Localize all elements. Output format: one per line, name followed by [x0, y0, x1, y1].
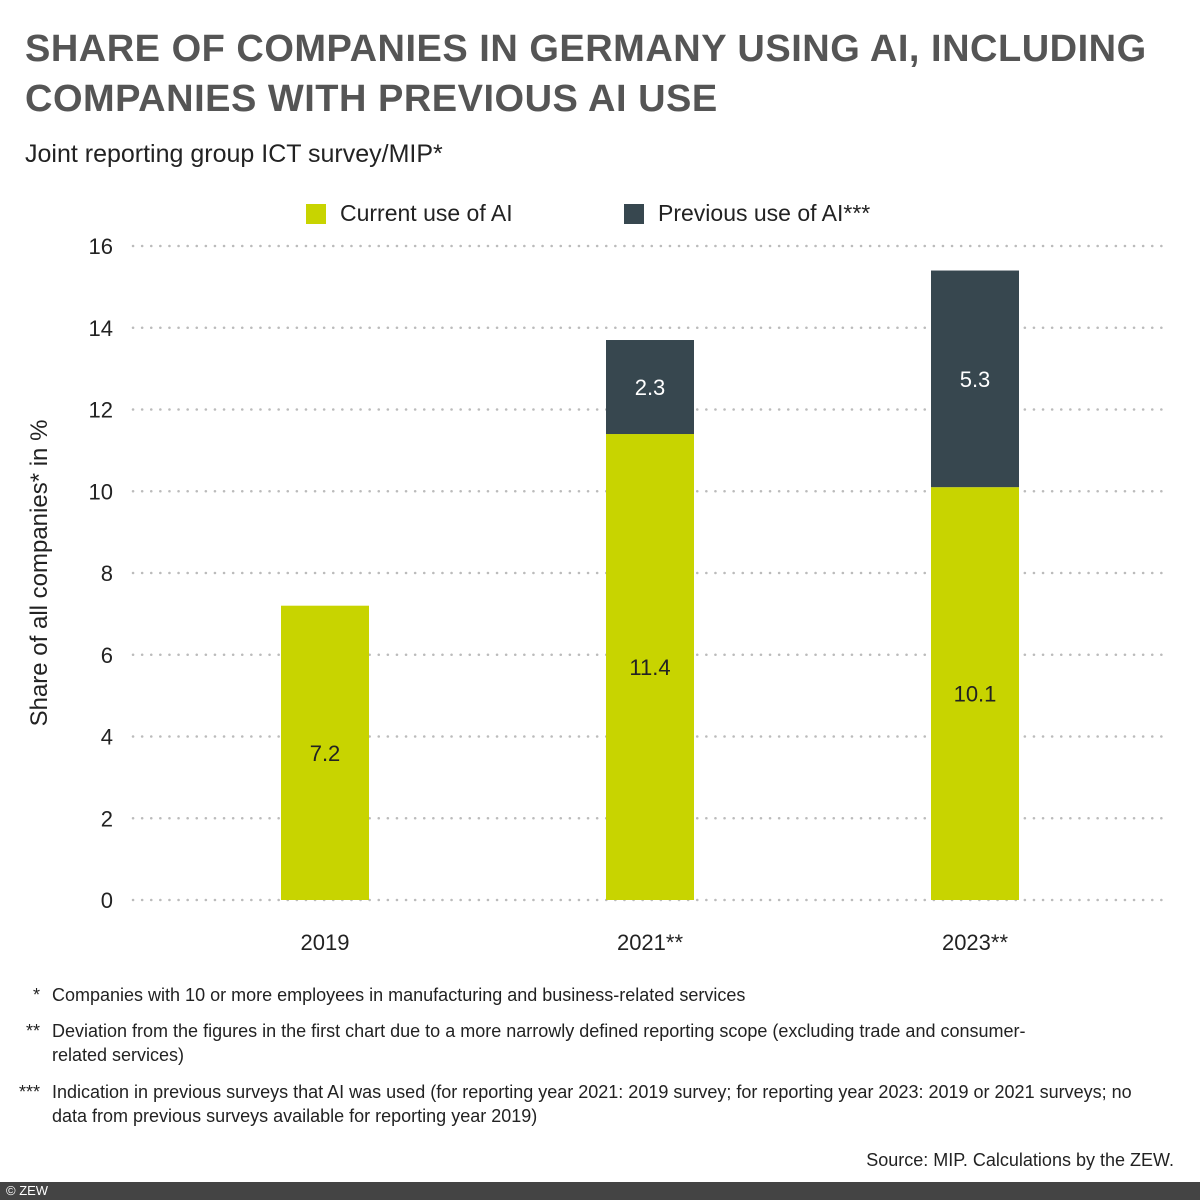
footnote-text: Indication in previous surveys that AI w… — [52, 1082, 1132, 1126]
legend-item-previous: Previous use of AI*** — [624, 200, 870, 227]
data-label: 2.3 — [635, 375, 666, 400]
y-tick-label: 2 — [101, 806, 113, 831]
bar-current — [281, 605, 369, 900]
bar-current — [606, 434, 694, 900]
y-tick-label: 12 — [89, 398, 113, 423]
footnote-marker: *** — [18, 1082, 40, 1102]
footnote-text: Deviation from the figures in the first … — [52, 1021, 1026, 1065]
y-tick-label: 16 — [89, 234, 113, 259]
y-tick-label: 14 — [89, 316, 113, 341]
legend-label-previous: Previous use of AI*** — [658, 200, 871, 226]
y-tick-label: 8 — [101, 561, 113, 586]
footer-copyright: © ZEW — [0, 1182, 1200, 1200]
footnote-text: Companies with 10 or more employees in m… — [52, 985, 746, 1005]
x-tick-label: 2021** — [617, 930, 684, 955]
legend-swatch-previous — [624, 203, 644, 224]
y-tick-label: 10 — [89, 479, 113, 504]
chart-subtitle: Joint reporting group ICT survey/MIP* — [25, 140, 443, 168]
legend-swatch-current — [306, 203, 326, 224]
data-label: 10.1 — [954, 682, 997, 707]
bar-previous — [931, 270, 1019, 488]
chart-title: SHARE OF COMPANIES IN GERMANY USING AI, … — [25, 28, 1147, 120]
legend-label-current: Current use of AI — [340, 200, 513, 226]
x-tick-label: 2019 — [301, 930, 350, 955]
y-tick-label: 4 — [101, 725, 113, 750]
chart-plot: 0 2 4 6 8 10 12 14 16 Share of all companies* in … — [26, 234, 1172, 955]
y-tick-label: 0 — [101, 888, 113, 913]
legend-item-current: Current use of AI — [306, 200, 513, 227]
footnote-marker: ** — [25, 1021, 40, 1041]
footnote-marker: * — [32, 985, 40, 1005]
data-label: 7.2 — [310, 741, 341, 766]
bar-current — [931, 487, 1019, 900]
data-label: 11.4 — [629, 655, 670, 680]
x-tick-label: 2023** — [942, 930, 1009, 955]
y-axis-label: Share of all companies* in % — [26, 420, 53, 727]
data-label: 5.3 — [960, 367, 991, 392]
y-tick-label: 6 — [101, 643, 113, 668]
source-note: Source: MIP. Calculations by the ZEW. — [866, 1150, 1174, 1170]
bar-previous — [606, 340, 694, 435]
